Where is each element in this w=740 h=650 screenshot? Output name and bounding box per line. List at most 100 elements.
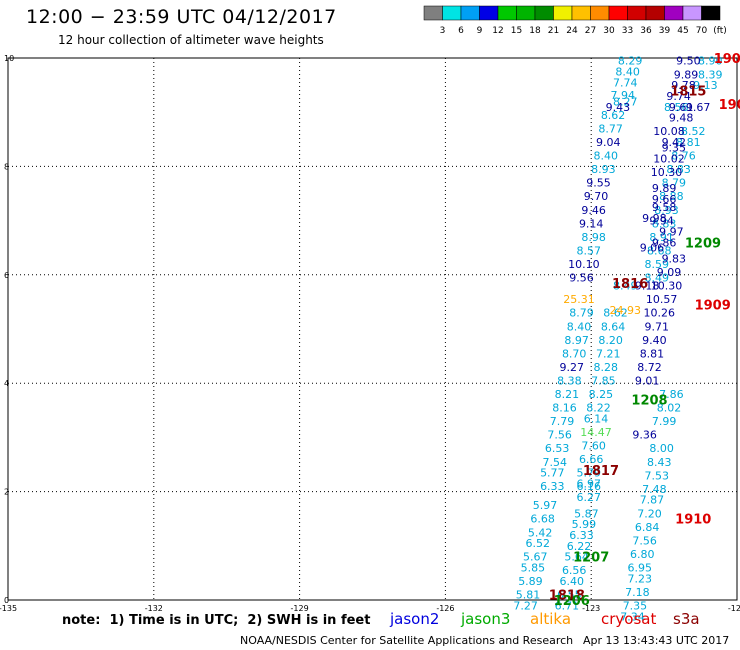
wave-height-value: 8.25 bbox=[589, 388, 614, 401]
wave-height-value: 10.02 bbox=[653, 152, 685, 165]
wave-height-value: 9.43 bbox=[606, 101, 631, 114]
wave-height-value: 5.99 bbox=[572, 518, 597, 531]
credit-line: NOAA/NESDIS Center for Satellite Applica… bbox=[240, 634, 574, 647]
colorbar-swatch bbox=[627, 5, 647, 21]
wave-height-value: 6.16 bbox=[577, 480, 602, 493]
wave-height-value: 7.18 bbox=[625, 586, 650, 599]
wave-height-value: 9.89 bbox=[674, 68, 699, 81]
wave-height-value: 8.40 bbox=[567, 320, 592, 333]
track-time-label: 1206 bbox=[554, 594, 590, 609]
wave-height-value: 8.22 bbox=[586, 402, 611, 415]
wave-height-value: 9.89 bbox=[652, 182, 677, 195]
wave-height-value: 9.98 bbox=[642, 212, 667, 225]
wave-height-value: 9.46 bbox=[581, 204, 606, 217]
wave-height-value: 10.30 bbox=[651, 166, 683, 179]
wave-height-value: 6.55 bbox=[557, 589, 582, 602]
wave-height-value: 6.71 bbox=[555, 599, 580, 612]
wave-height-value: 8.79 bbox=[662, 177, 687, 190]
wave-height-value: 6.97 bbox=[577, 477, 602, 490]
wave-height-value: 25.31 bbox=[563, 293, 595, 306]
satellite-legend-jason2: jason2 bbox=[390, 610, 440, 628]
wave-height-value: 9.01 bbox=[635, 374, 660, 387]
wave-height-value: 8.20 bbox=[598, 334, 623, 347]
track-time-label: 1208 bbox=[631, 393, 667, 408]
wave-height-value: 9.61 bbox=[669, 101, 694, 114]
wave-height-value: 6.52 bbox=[525, 537, 550, 550]
colorbar-tick-label: 9 bbox=[477, 26, 483, 36]
wave-height-value: 8.49 bbox=[645, 272, 670, 285]
y-tick-label: 4 bbox=[4, 379, 9, 388]
wave-height-value: 9.42 bbox=[662, 136, 687, 149]
wave-height-value: 7.86 bbox=[659, 388, 684, 401]
wave-height-value: 8.57 bbox=[577, 244, 602, 257]
colorbar-tick-label: 39 bbox=[659, 26, 671, 36]
wave-height-value: 7.79 bbox=[550, 415, 575, 428]
wave-height-value: 5.79 bbox=[577, 467, 602, 480]
x-tick-label: -135 bbox=[0, 604, 17, 613]
wave-height-value: 9.86 bbox=[652, 236, 677, 249]
wave-height-colorbar: 3 6 9 12 15 18 21 24 27 30 33 36 39 45 70 (ft) bbox=[423, 5, 727, 36]
wave-height-value: 6.53 bbox=[545, 442, 570, 455]
x-tick-label: -126 bbox=[436, 604, 454, 613]
wave-height-value: 8.29 bbox=[618, 55, 643, 68]
wave-height-value: 7.56 bbox=[547, 429, 572, 442]
wave-height-value: 8.40 bbox=[594, 150, 619, 163]
wave-height-value: 10.10 bbox=[568, 258, 600, 271]
chart-title: 12:00 − 23:59 UTC 04/12/2017 bbox=[26, 6, 337, 28]
track-time-label: 1207 bbox=[573, 551, 609, 566]
wave-height-value: 5.42 bbox=[528, 526, 553, 539]
wave-height-value: 8.00 bbox=[649, 442, 674, 455]
wave-height-value: 8.81 bbox=[640, 347, 665, 360]
wave-height-value: 8.02 bbox=[657, 402, 682, 415]
track-time-label: 190 bbox=[719, 98, 740, 113]
wave-height-value: 9.13 bbox=[693, 79, 718, 92]
track-time-label: 1815 bbox=[670, 85, 706, 100]
colorbar-swatch bbox=[608, 5, 628, 21]
wave-height-value: 8.62 bbox=[601, 109, 626, 122]
colorbar-swatch bbox=[497, 5, 517, 21]
wave-height-value: 7.56 bbox=[632, 534, 657, 547]
generation-timestamp: Apr 13 13:43:43 UTC 2017 bbox=[583, 634, 730, 647]
wave-height-value: 8.77 bbox=[598, 122, 623, 135]
wave-height-value: 9.78 bbox=[671, 79, 696, 92]
colorbar-tick-label: (ft) bbox=[713, 26, 727, 36]
wave-height-value: 6.27 bbox=[577, 491, 602, 504]
colorbar-swatch bbox=[479, 5, 499, 21]
wave-height-value: 5.77 bbox=[540, 467, 565, 480]
colorbar-tick-label: 3 bbox=[440, 26, 446, 36]
x-tick-label: -129 bbox=[291, 604, 309, 613]
colorbar-tick-label: 21 bbox=[548, 26, 559, 36]
colorbar-tick-label: 18 bbox=[529, 26, 541, 36]
colorbar-swatch bbox=[460, 5, 480, 21]
wave-height-value: 7.20 bbox=[637, 507, 662, 520]
wave-height-value: 7.34 bbox=[620, 610, 645, 623]
wave-height-value: 8.93 bbox=[591, 163, 616, 176]
wave-height-value: 8.62 bbox=[603, 307, 628, 320]
track-time-label: 1817 bbox=[583, 464, 619, 479]
colorbar-tick-label: 45 bbox=[677, 26, 688, 36]
wave-height-value: 9.66 bbox=[652, 193, 677, 206]
colorbar-swatch bbox=[534, 5, 554, 21]
y-tick-label: 2 bbox=[4, 488, 9, 497]
track-time-label: 1816 bbox=[612, 277, 648, 292]
y-tick-label: 6 bbox=[4, 271, 9, 280]
colorbar-tick-label: 15 bbox=[511, 26, 522, 36]
wave-height-value: 7.87 bbox=[640, 494, 665, 507]
wave-height-value: 6.40 bbox=[560, 575, 585, 588]
colorbar-swatch bbox=[442, 5, 462, 21]
wave-height-value: 6.80 bbox=[630, 548, 655, 561]
satellite-legend-altika: altika bbox=[530, 610, 572, 628]
colorbar-swatch bbox=[701, 5, 721, 21]
wave-height-value: 7.60 bbox=[581, 440, 606, 453]
wave-height-value: 9.35 bbox=[662, 141, 687, 154]
track-time-label: 1909 bbox=[695, 299, 731, 314]
wave-height-value: 7.35 bbox=[623, 599, 648, 612]
wave-height-value: 9.67 bbox=[686, 101, 711, 114]
wave-height-value: 9.50 bbox=[676, 55, 701, 68]
wave-height-value: 7.54 bbox=[543, 456, 568, 469]
wave-height-value: 9.58 bbox=[652, 201, 677, 214]
colorbar-swatch bbox=[590, 5, 610, 21]
wave-height-value: 9.14 bbox=[579, 217, 604, 230]
colorbar-swatch bbox=[553, 5, 573, 21]
wave-height-value: 9.09 bbox=[657, 266, 682, 279]
